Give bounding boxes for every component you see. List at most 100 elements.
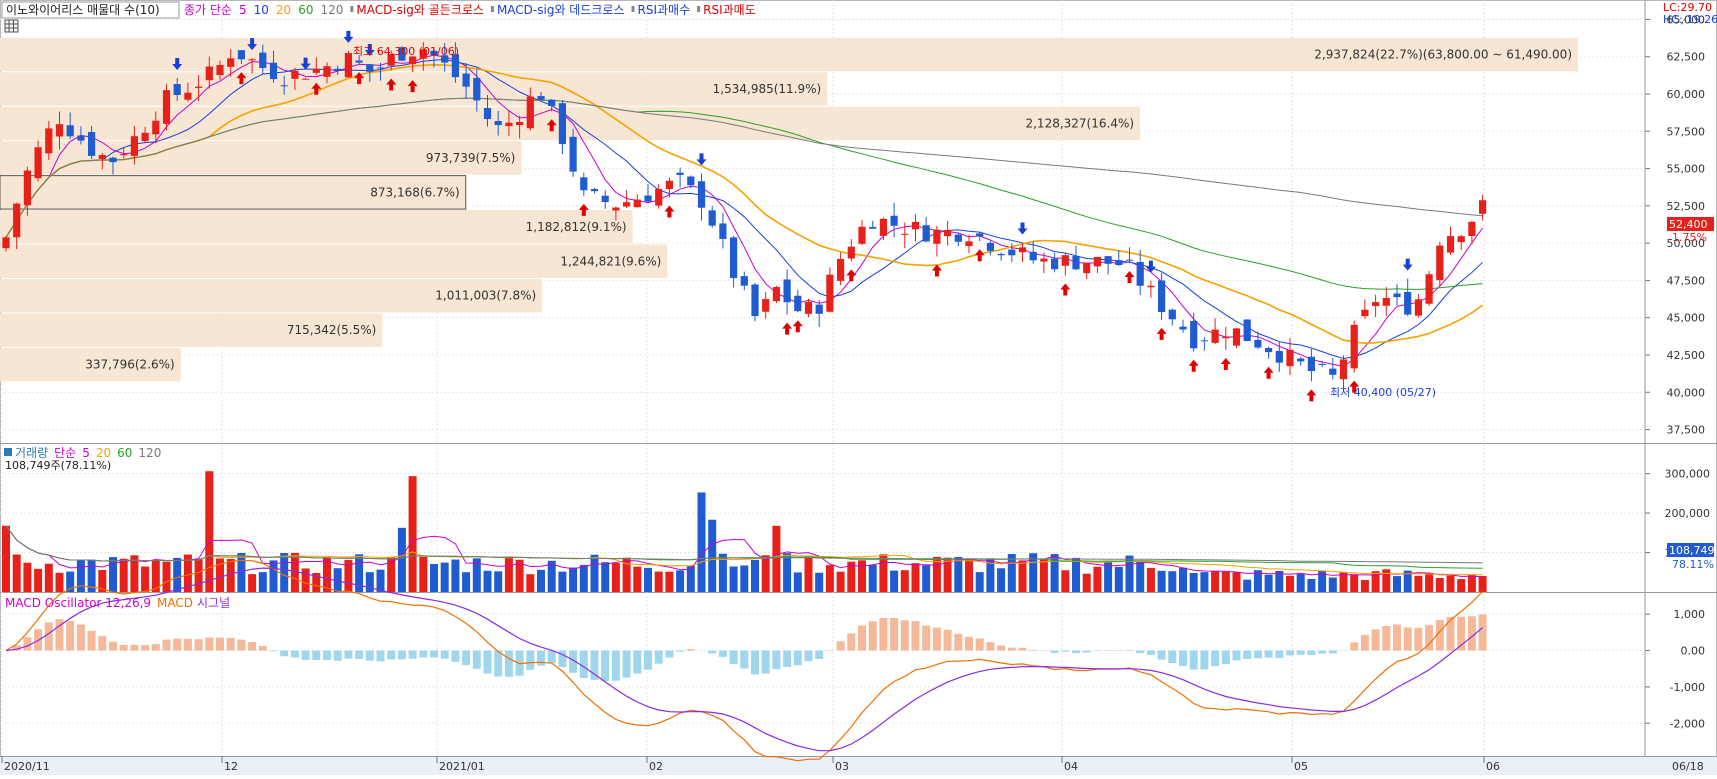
volume-bar [826, 565, 834, 592]
volume-bar [1019, 560, 1027, 592]
volume-bar [45, 564, 53, 592]
macd-oscillator-bar [933, 628, 941, 651]
candle-body [1008, 250, 1015, 256]
macd-oscillator-bar [815, 651, 823, 659]
macd-oscillator-bar [98, 636, 106, 650]
volume-bar [1083, 574, 1091, 592]
macd-oscillator-bar [1265, 651, 1273, 658]
macd-oscillator-bar [751, 651, 759, 675]
candle-body [313, 69, 320, 73]
volume-bar [1115, 567, 1123, 592]
macd-oscillator-bar [1158, 651, 1166, 660]
volume-profile-label: 1,534,985(11.9%) [713, 82, 822, 96]
candle-body [174, 84, 181, 95]
candle-body [13, 204, 20, 238]
candle-body [463, 74, 470, 87]
macd-oscillator-bar [1468, 616, 1476, 650]
candle-body [1062, 255, 1069, 266]
macd-oscillator-bar [227, 638, 235, 651]
volume-bar [1457, 579, 1465, 592]
candle-body [923, 225, 930, 241]
volume-bar [462, 572, 470, 592]
volume-bar [762, 555, 770, 592]
macd-oscillator-bar [1019, 648, 1027, 651]
volume-bar [997, 568, 1005, 592]
candle-body [516, 122, 523, 125]
stock-name: 이노와이어리스 매물대 수(10) [6, 3, 160, 17]
macd-oscillator-bar [1329, 651, 1337, 654]
volume-bar [976, 572, 984, 592]
volume-bar [1040, 560, 1048, 592]
price-tick-label: 62,500 [1667, 51, 1706, 64]
candle-body [1361, 310, 1368, 316]
candle-body [965, 241, 972, 246]
macd-oscillator-bar [152, 644, 160, 650]
candle-body [120, 154, 127, 155]
macd-oscillator-bar [890, 618, 898, 651]
candle-body [858, 227, 865, 244]
candle-body [1297, 359, 1304, 362]
legend-item: MACD-sig와 데드크로스 [497, 3, 625, 17]
volume-bar [1350, 574, 1358, 592]
candle-body [302, 79, 309, 80]
macd-oscillator-bar [248, 642, 256, 651]
macd-oscillator-bar [997, 645, 1005, 650]
candle-body [762, 299, 769, 312]
candle-body [109, 158, 116, 162]
macd-oscillator-bar [205, 638, 213, 651]
macd-oscillator-bar [612, 651, 620, 681]
volume-bar [1222, 572, 1230, 592]
volume-legend-marker [4, 448, 12, 456]
candle-body [1115, 260, 1122, 265]
candle-body [67, 125, 74, 136]
candle-body [901, 234, 908, 235]
candle-body [1340, 359, 1347, 379]
macd-oscillator-bar [783, 651, 791, 667]
table-icon[interactable] [5, 20, 18, 32]
volume-bar [56, 573, 64, 592]
date-label: 06/18 [1672, 760, 1704, 773]
volume-bar [505, 557, 513, 592]
legend-item: 120 [320, 3, 343, 17]
legend-marker [697, 6, 700, 12]
candle-body [933, 230, 940, 244]
macd-oscillator-bar [591, 651, 599, 680]
macd-oscillator-bar [494, 651, 502, 677]
macd-oscillator-bar [1382, 626, 1390, 651]
candle-body [1051, 259, 1058, 270]
volume-bar [1447, 576, 1455, 592]
volume-tick-label: 200,000 [1665, 507, 1711, 520]
macd-oscillator-bar [922, 626, 930, 651]
volume-bar [205, 471, 213, 592]
candle-body [719, 223, 726, 238]
macd-oscillator-bar [633, 651, 641, 674]
volume-bar [644, 568, 652, 592]
macd-oscillator-bar [505, 651, 513, 677]
macd-oscillator-bar [1179, 651, 1187, 666]
candle-body [1329, 369, 1336, 375]
volume-bar [1479, 576, 1487, 592]
candle-body [570, 137, 577, 172]
volume-bar [13, 554, 21, 592]
volume-bar [890, 571, 898, 592]
candle-body [1351, 325, 1358, 369]
macd-oscillator-bar [270, 651, 278, 652]
macd-oscillator-bar [302, 651, 310, 660]
legend-item: 60 [298, 3, 313, 17]
macd-oscillator-bar [976, 638, 984, 650]
volume-bar [280, 553, 288, 592]
candle-body [976, 233, 983, 236]
candle-body [1190, 321, 1197, 348]
volume-bar [805, 556, 813, 592]
volume-bar [1190, 573, 1198, 592]
candle-body [687, 177, 694, 186]
price-tick-label: 40,000 [1667, 386, 1706, 399]
volume-bar [665, 572, 673, 592]
date-label: 02 [649, 760, 663, 773]
volume-bar [1008, 554, 1016, 592]
candle-body [473, 78, 480, 101]
macd-oscillator-bar [537, 651, 545, 666]
volume-bar [120, 559, 128, 592]
